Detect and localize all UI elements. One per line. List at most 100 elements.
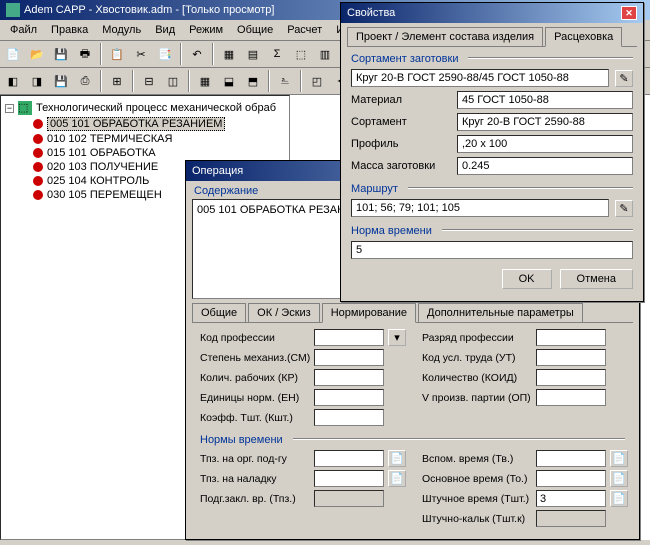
lbl: Тпз. на орг. под-гу <box>200 453 310 465</box>
tb-save-icon[interactable]: 💾 <box>50 43 72 65</box>
tb-new-icon[interactable]: 📄 <box>2 43 24 65</box>
input-tpz-org[interactable] <box>314 450 384 467</box>
lbl: V произв. партии (ОП) <box>422 392 532 404</box>
input-norm[interactable] <box>351 241 633 259</box>
tab-routing[interactable]: Расцеховка <box>545 27 622 47</box>
tb2-2-icon[interactable]: ◨ <box>26 70 48 92</box>
close-icon[interactable]: ✕ <box>621 6 637 20</box>
calc-icon[interactable]: 📄 <box>388 470 406 487</box>
tb2-10-icon[interactable]: ⎁ <box>274 70 296 92</box>
input-en[interactable] <box>314 389 384 406</box>
menu-edit[interactable]: Правка <box>45 22 94 38</box>
bullet-icon <box>33 148 43 158</box>
input-sortament-full[interactable] <box>351 69 609 87</box>
tb-tool1-icon[interactable]: ▦ <box>218 43 240 65</box>
cancel-button[interactable]: Отмена <box>560 269 633 289</box>
tb2-4-icon[interactable]: ⊞ <box>106 70 128 92</box>
input-sortament[interactable] <box>457 113 633 131</box>
ok-button[interactable]: OK <box>502 269 552 289</box>
input-kr[interactable] <box>314 369 384 386</box>
calc-icon[interactable]: 📄 <box>610 470 628 487</box>
tab-extra[interactable]: Дополнительные параметры <box>418 303 583 322</box>
input-op[interactable] <box>536 389 606 406</box>
tb-sigma-icon[interactable]: Σ <box>266 43 288 65</box>
menu-view[interactable]: Вид <box>149 22 181 38</box>
calc-icon[interactable]: 📄 <box>610 450 628 467</box>
tab-ok[interactable]: ОК / Эскиз <box>248 303 320 322</box>
input-route[interactable] <box>351 199 609 217</box>
bullet-icon <box>33 190 43 200</box>
tree-item[interactable]: 005 101 ОБРАБОТКА РЕЗАНИЕМ <box>23 116 285 132</box>
group-sortament: Сортамент заготовки <box>341 47 468 67</box>
input-tv[interactable] <box>536 450 606 467</box>
lbl: Масса заготовки <box>351 160 451 172</box>
calc-icon[interactable]: 📄 <box>388 450 406 467</box>
collapse-icon[interactable]: − <box>5 104 14 113</box>
lbl: Код профессии <box>200 332 310 344</box>
tb2-5-icon[interactable]: ⊟ <box>138 70 160 92</box>
edit-icon[interactable]: ✎ <box>615 200 633 217</box>
tb-copy-icon[interactable]: 📑 <box>154 43 176 65</box>
lookup-icon[interactable]: ▾ <box>388 329 406 346</box>
tb2-save-icon[interactable]: 💾 <box>50 70 72 92</box>
lbl: Штучное время (Тшт.) <box>422 493 532 505</box>
input-tpz-nal[interactable] <box>314 470 384 487</box>
tb2-6-icon[interactable]: ◫ <box>162 70 184 92</box>
menu-calc[interactable]: Расчет <box>281 22 328 38</box>
tb2-7-icon[interactable]: ▦ <box>194 70 216 92</box>
group-norm: Норма времени <box>341 219 442 239</box>
prop-tabs: Проект / Элемент состава изделия Расцехо… <box>347 27 637 47</box>
tb2-8-icon[interactable]: ⬓ <box>218 70 240 92</box>
lbl: Степень механиз.(СМ) <box>200 352 310 364</box>
input-tsht[interactable] <box>536 490 606 507</box>
bullet-icon <box>33 134 43 144</box>
bullet-icon <box>33 119 43 129</box>
input-ut[interactable] <box>536 349 606 366</box>
lbl: Основное время (То.) <box>422 473 532 485</box>
menu-module[interactable]: Модуль <box>96 22 147 38</box>
tb-paste-icon[interactable]: 📋 <box>106 43 128 65</box>
tb2-3-icon[interactable]: ⎙ <box>74 70 96 92</box>
content-text: 005 101 ОБРАБОТКА РЕЗАНИ <box>197 204 353 216</box>
tb2-11-icon[interactable]: ◰ <box>306 70 328 92</box>
menu-file[interactable]: Файл <box>4 22 43 38</box>
tb-tool4-icon[interactable]: ▥ <box>314 43 336 65</box>
tree-item[interactable]: 010 102 ТЕРМИЧЕСКАЯ <box>23 132 285 146</box>
calc-icon[interactable]: 📄 <box>610 490 628 507</box>
menu-mode[interactable]: Режим <box>183 22 229 38</box>
properties-dialog: Свойства ✕ Проект / Элемент состава изде… <box>340 2 644 302</box>
tb-print-icon[interactable]: 🖶 <box>74 43 96 65</box>
input-sm[interactable] <box>314 349 384 366</box>
input-profession-code[interactable] <box>314 329 384 346</box>
tb-tool2-icon[interactable]: ▤ <box>242 43 264 65</box>
tab-project[interactable]: Проект / Элемент состава изделия <box>347 27 543 46</box>
lbl: Тпз. на наладку <box>200 473 310 485</box>
tb-undo-icon[interactable]: ↶ <box>186 43 208 65</box>
input-tpz[interactable] <box>314 490 384 507</box>
tb-cut-icon[interactable]: ✂ <box>130 43 152 65</box>
tree-item[interactable]: 015 101 ОБРАБОТКА <box>23 146 285 160</box>
tb2-1-icon[interactable]: ◧ <box>2 70 24 92</box>
prop-titlebar[interactable]: Свойства ✕ <box>341 3 643 23</box>
lbl: Единицы норм. (ЕН) <box>200 392 310 404</box>
tab-general[interactable]: Общие <box>192 303 246 322</box>
input-rank[interactable] <box>536 329 606 346</box>
tree-root[interactable]: − ⬚ Технологический процесс механической… <box>5 100 285 116</box>
tb2-9-icon[interactable]: ⬒ <box>242 70 264 92</box>
input-material[interactable] <box>457 91 633 109</box>
lbl: Штучно-кальк (Тшт.к) <box>422 513 532 525</box>
group-route: Маршрут <box>341 177 408 197</box>
tb-open-icon[interactable]: 📂 <box>26 43 48 65</box>
input-ksht[interactable] <box>314 409 384 426</box>
content-label: Содержание <box>194 185 258 197</box>
input-to[interactable] <box>536 470 606 487</box>
input-mass[interactable] <box>457 157 633 175</box>
tb-tool3-icon[interactable]: ⬚ <box>290 43 312 65</box>
input-tshtk[interactable] <box>536 510 606 527</box>
input-profile[interactable] <box>457 135 633 153</box>
app-icon <box>6 3 20 17</box>
menu-general[interactable]: Общие <box>231 22 279 38</box>
tab-norm[interactable]: Нормирование <box>322 303 416 323</box>
input-koid[interactable] <box>536 369 606 386</box>
edit-icon[interactable]: ✎ <box>615 70 633 87</box>
